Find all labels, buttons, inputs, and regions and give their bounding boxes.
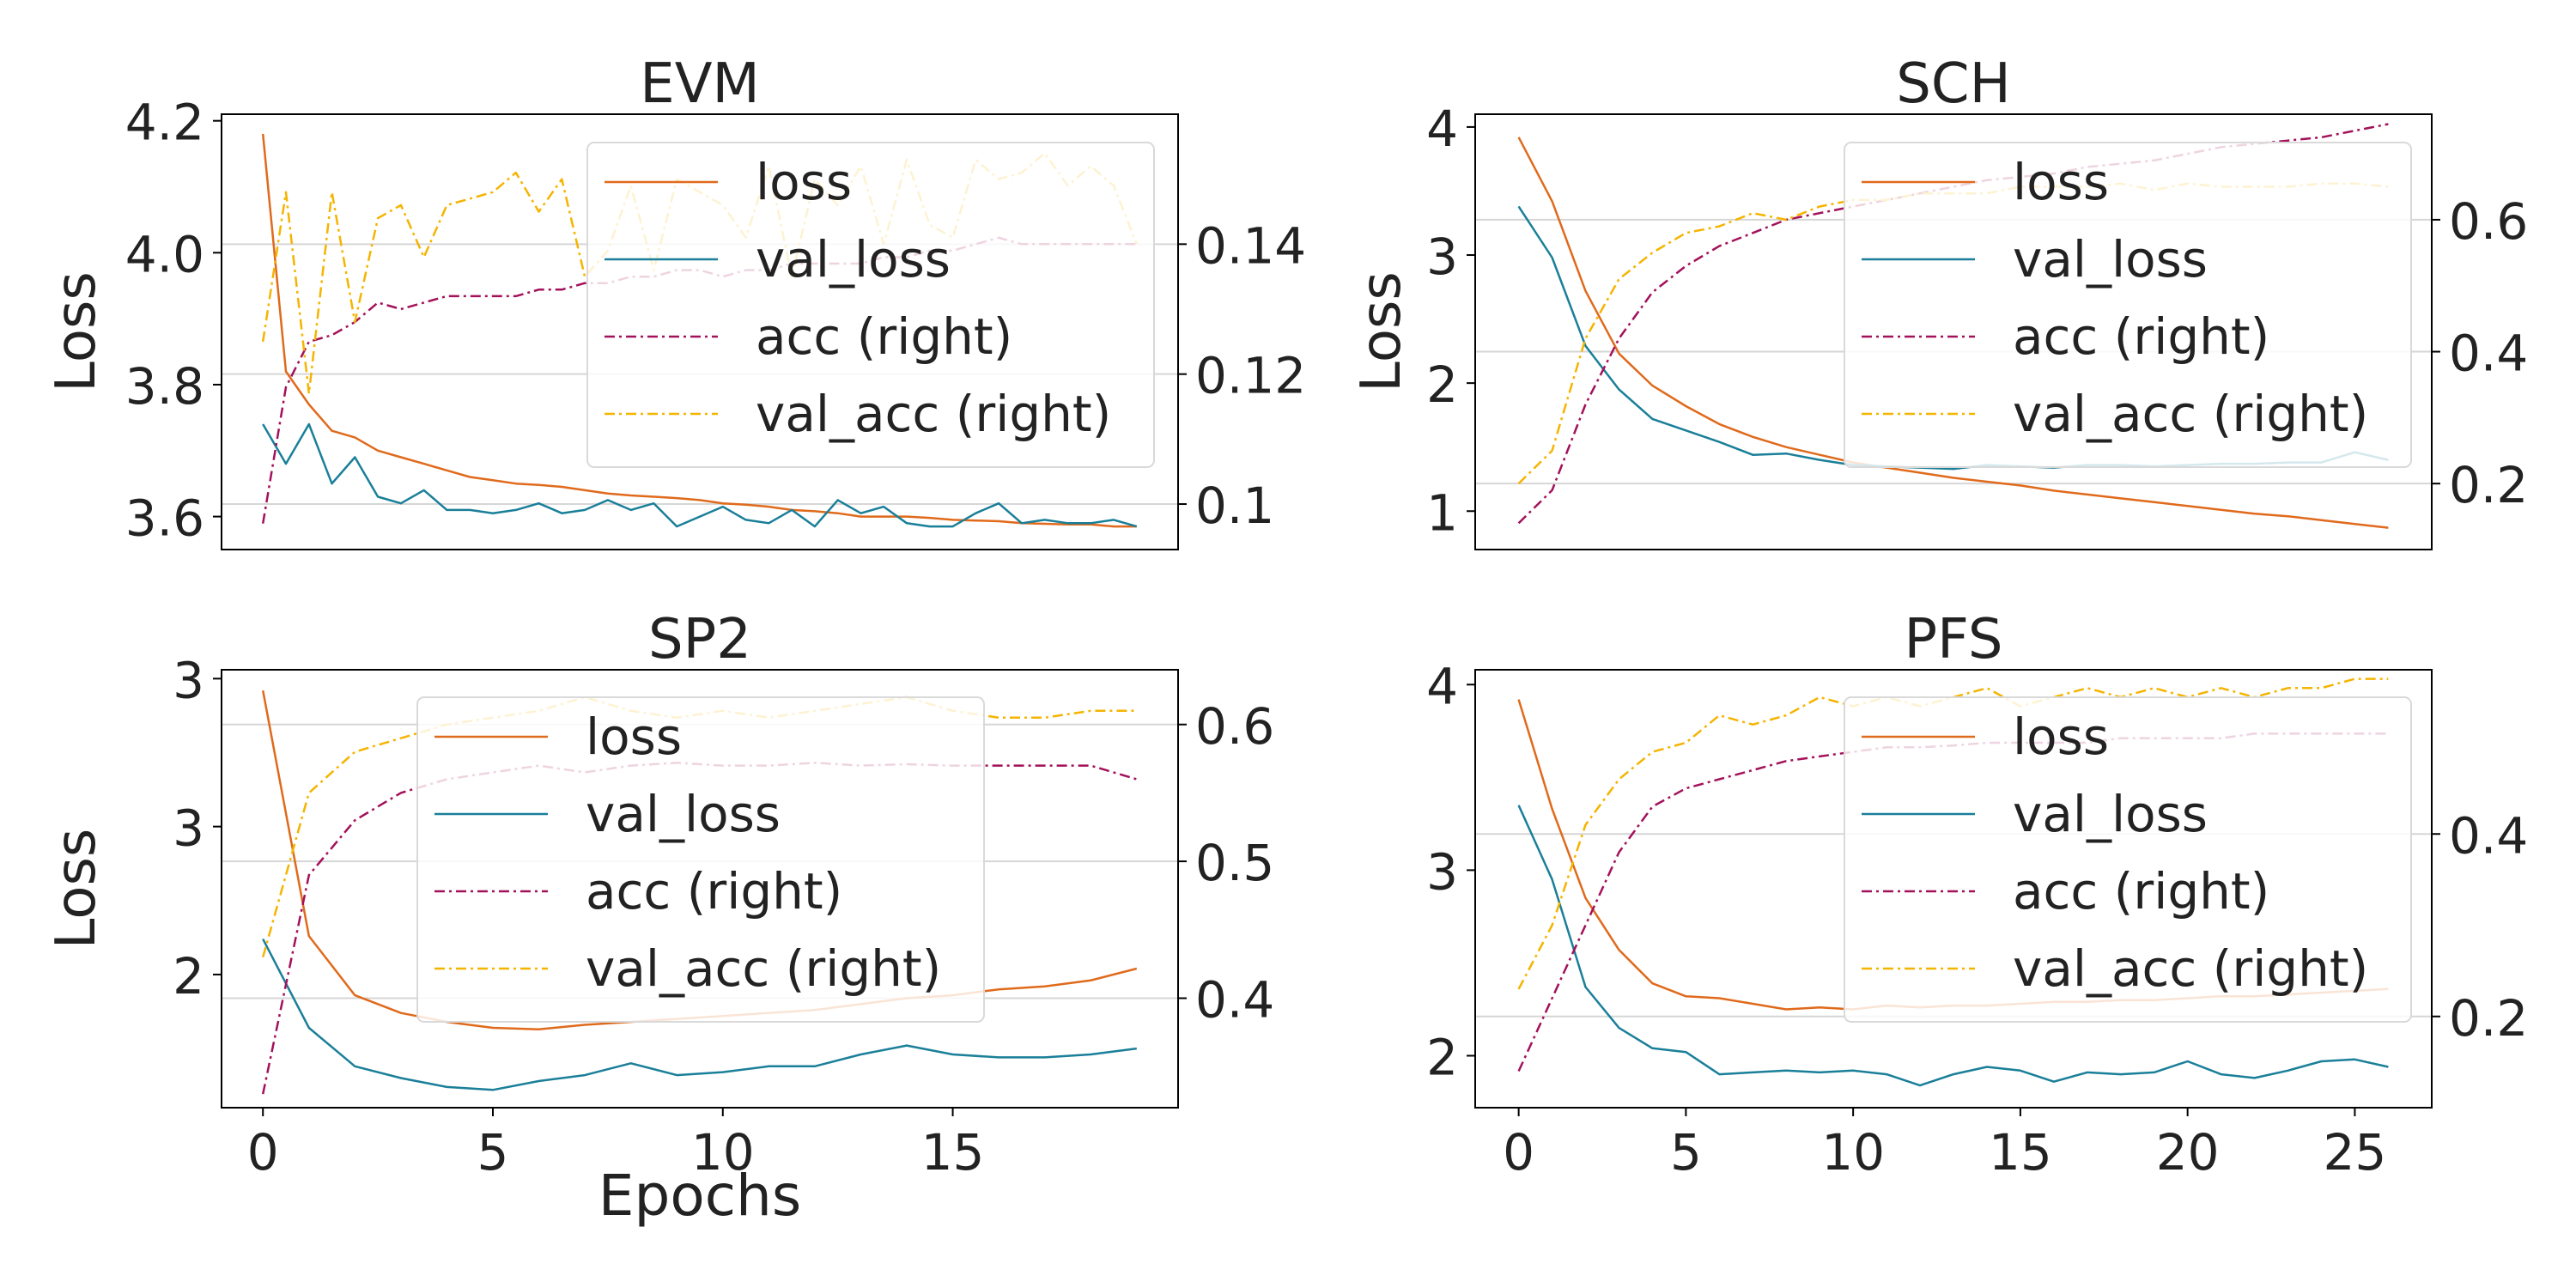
plot-frame	[1474, 669, 2433, 1109]
y2-tick-label: 0.2	[2449, 456, 2528, 514]
legend-label: loss	[2013, 153, 2109, 211]
y2-tick-label: 0.2	[2449, 989, 2528, 1048]
y2-tick-label: 0.12	[1195, 347, 1306, 405]
y2-tick-label: 0.4	[1195, 971, 1274, 1030]
y-tick-label: 4.2	[125, 94, 204, 152]
legend-label: acc (right)	[756, 307, 1012, 366]
y2-tick-label: 0.14	[1195, 216, 1306, 275]
legend-label: val_acc (right)	[586, 939, 941, 998]
x-tick-label: 0	[1503, 1123, 1534, 1182]
y-axis-label: Loss	[1350, 271, 1413, 392]
y2-tick-label: 0.5	[1195, 834, 1274, 892]
legend	[1844, 142, 2412, 468]
y2-tick-label: 0.1	[1195, 477, 1274, 535]
y-tick-label: 1	[1426, 483, 1458, 542]
series-line-val-loss	[1517, 805, 2389, 1087]
plot-frame	[221, 113, 1179, 550]
legend-label: acc (right)	[2013, 307, 2269, 366]
y2-tick-label: 0.4	[2449, 806, 2528, 865]
y-tick-label: 2	[1426, 355, 1458, 414]
plot-frame	[221, 669, 1179, 1109]
legend-label: val_acc (right)	[756, 385, 1111, 443]
x-tick-label: 5	[1670, 1123, 1702, 1182]
x-tick-label: 15	[1989, 1123, 2052, 1182]
y-axis-label: Loss	[45, 271, 108, 392]
y2-tick-label: 0.6	[2449, 192, 2528, 251]
y-axis-label: Loss	[45, 829, 108, 949]
y2-tick-label: 0.6	[1195, 697, 1274, 756]
legend-label: val_loss	[2013, 785, 2208, 843]
subplot-title: EVM	[640, 52, 759, 116]
legend-label: val_loss	[2013, 230, 2208, 289]
legend	[416, 696, 985, 1023]
x-tick-label: 25	[2324, 1123, 2387, 1182]
legend-label: loss	[756, 153, 852, 211]
series-line-loss	[1517, 137, 2389, 529]
legend	[586, 142, 1155, 468]
x-axis-label: Epochs	[598, 1163, 801, 1229]
legend-label: val_acc (right)	[2013, 939, 2368, 998]
y-tick-label: 2	[173, 947, 204, 1005]
y-tick-label: 3	[173, 799, 204, 858]
y-tick-label: 3.6	[125, 489, 204, 548]
legend-label: acc (right)	[586, 862, 842, 920]
legend-label: acc (right)	[2013, 862, 2269, 920]
subplot-title: PFS	[1905, 608, 2003, 671]
subplot-title: SCH	[1896, 52, 2010, 116]
x-tick-label: 5	[477, 1123, 509, 1182]
y-tick-label: 3	[1426, 228, 1458, 286]
legend	[1844, 696, 2412, 1023]
y-tick-label: 3	[173, 651, 204, 709]
y2-tick-label: 0.4	[2449, 325, 2528, 383]
x-tick-label: 20	[2156, 1123, 2220, 1182]
series-line-loss	[261, 133, 1137, 528]
subplot-title: SP2	[648, 608, 751, 671]
x-tick-label: 15	[921, 1123, 985, 1182]
y-tick-label: 3	[1426, 842, 1458, 901]
plot-frame	[1474, 113, 2433, 550]
y-tick-label: 2	[1426, 1028, 1458, 1086]
legend-label: val_loss	[756, 230, 951, 289]
x-tick-label: 10	[1821, 1123, 1885, 1182]
subplot-sp2: 2 3 3 0.4 0.5 0.6 0 5 10 15 SP2 Loss loss val_lossacc…	[45, 608, 1274, 1182]
y-tick-label: 4	[1426, 100, 1458, 158]
subplot-evm: 3.6 3.8 4.0 4.2 0.1 0.12 0.14 EVM Loss loss val_lo…	[45, 52, 1306, 550]
y-tick-label: 4.0	[125, 225, 204, 283]
y-tick-label: 3.8	[125, 357, 204, 416]
legend-label: loss	[586, 708, 682, 766]
x-tick-label: 0	[247, 1123, 279, 1182]
legend-label: loss	[2013, 708, 2109, 766]
legend-label: val_acc (right)	[2013, 385, 2368, 443]
series-line-val-loss	[262, 939, 1137, 1091]
legend-label: val_loss	[586, 785, 781, 843]
x-tick-label: 10	[691, 1123, 755, 1182]
y-tick-label: 4	[1426, 657, 1458, 715]
series-line-val-loss	[262, 422, 1138, 528]
